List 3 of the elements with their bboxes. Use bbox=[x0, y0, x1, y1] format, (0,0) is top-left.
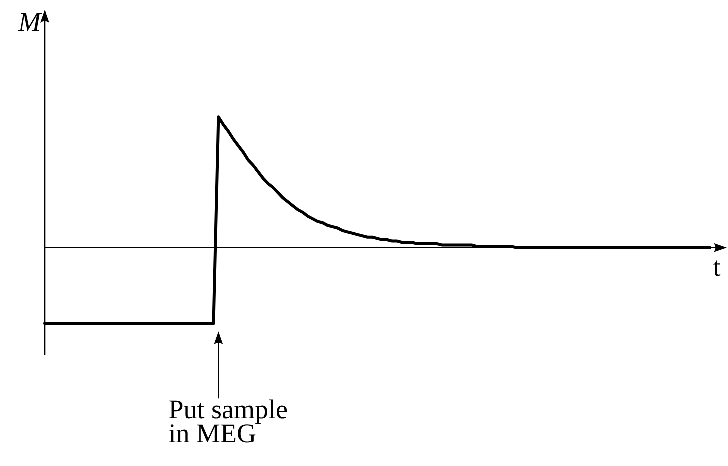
text: Put sample in MEG bbox=[168, 394, 288, 449]
y-axis-title: M bbox=[18, 7, 42, 37]
x-axis-title: t bbox=[713, 252, 722, 282]
